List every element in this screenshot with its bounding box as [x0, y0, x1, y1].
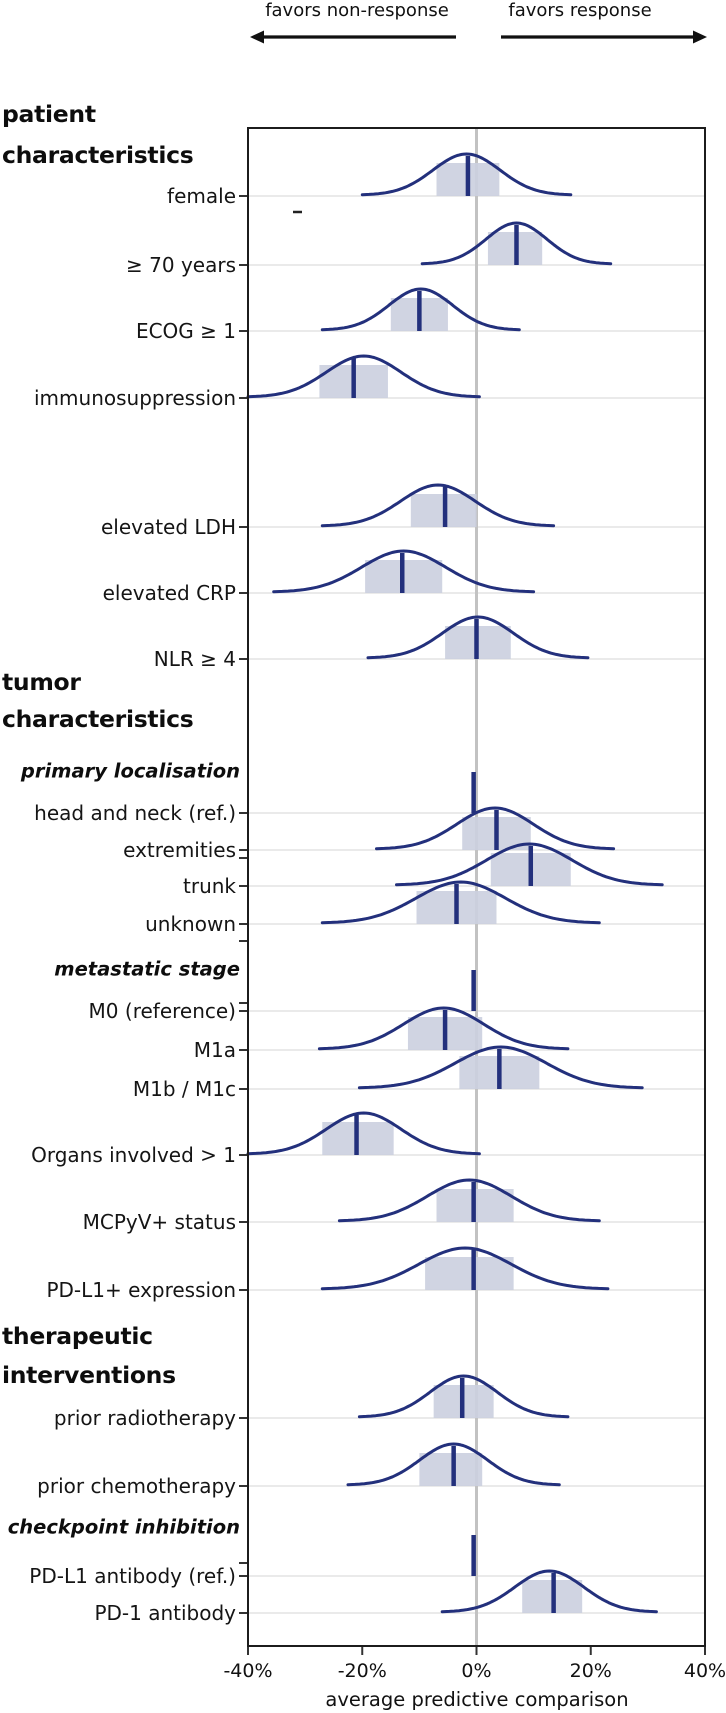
density-curve	[395, 842, 664, 887]
sub-section-header: checkpoint inhibition	[7, 1515, 240, 1539]
row-label: unknown	[145, 912, 236, 936]
section-header-tumor-characteristics: tumor	[2, 668, 81, 696]
density-curve	[375, 806, 616, 851]
row-label: NLR ≥ 4	[153, 647, 236, 671]
row-label: PD-L1+ expression	[46, 1278, 236, 1302]
density-curve	[357, 1045, 644, 1090]
x-axis-tick-label: -20%	[337, 1660, 387, 1682]
x-axis-tick-label: 40%	[683, 1660, 726, 1682]
density-curve	[246, 354, 481, 399]
density-curve	[440, 1569, 658, 1614]
section-header-therapeutic-interventions: interventions	[2, 1361, 176, 1389]
x-axis-tick-label: -40%	[223, 1660, 273, 1682]
density-curve	[337, 1178, 601, 1223]
row-label: ECOG ≥ 1	[135, 319, 236, 343]
row-label: PD-1 antibody	[94, 1601, 236, 1625]
density-curve	[420, 221, 613, 266]
density-curve	[317, 1006, 570, 1051]
row-label: head and neck (ref.)	[34, 801, 236, 825]
row-label: M0 (reference)	[88, 999, 236, 1023]
density-curve	[272, 549, 536, 594]
row-label: immunosuppression	[34, 386, 236, 410]
row-label: Organs involved > 1	[31, 1143, 236, 1167]
density-curve	[320, 483, 556, 528]
density-curve	[366, 615, 590, 660]
row-label: ≥ 70 years	[126, 253, 236, 277]
row-label: M1b / M1c	[132, 1077, 236, 1101]
row-label: MCPyV+ status	[82, 1210, 236, 1234]
x-axis-title: average predictive comparison	[325, 1688, 629, 1711]
density-curve	[320, 1246, 610, 1291]
density-curve	[346, 1442, 561, 1487]
density-curve	[320, 287, 521, 332]
right-arrow-head	[693, 30, 707, 44]
x-axis-tick-label: 0%	[461, 1660, 492, 1682]
row-label: prior chemotherapy	[37, 1474, 236, 1498]
section-header-tumor-characteristics: characteristics	[2, 705, 194, 733]
row-label: PD-L1 antibody (ref.)	[29, 1564, 236, 1588]
iqr-box	[425, 1257, 514, 1290]
row-label: extremities	[123, 838, 236, 862]
row-label: prior radiotherapy	[53, 1406, 236, 1430]
row-label: M1a	[193, 1038, 236, 1062]
section-header-patient-characteristics: patient	[2, 100, 96, 128]
iqr-box	[419, 1453, 483, 1486]
plot-border	[247, 127, 706, 1647]
row-label: female	[167, 184, 236, 208]
sub-section-header: metastatic stage	[54, 957, 240, 981]
row-label: elevated LDH	[100, 515, 236, 539]
right-arrow-label: favors response	[508, 0, 652, 21]
density-curve	[320, 880, 601, 925]
row-label: trunk	[183, 874, 236, 898]
section-header-therapeutic-interventions: therapeutic	[2, 1322, 153, 1350]
row-label: elevated CRP	[102, 581, 236, 605]
left-arrow-label: favors non-response	[265, 0, 449, 21]
sub-section-header: primary localisation	[20, 759, 240, 783]
density-curve	[360, 152, 573, 197]
density-curve	[357, 1374, 570, 1419]
section-header-patient-characteristics: characteristics	[2, 141, 194, 169]
density-curve	[246, 1111, 481, 1156]
left-arrow-head	[250, 30, 264, 44]
x-axis-tick-label: 20%	[569, 1660, 612, 1682]
